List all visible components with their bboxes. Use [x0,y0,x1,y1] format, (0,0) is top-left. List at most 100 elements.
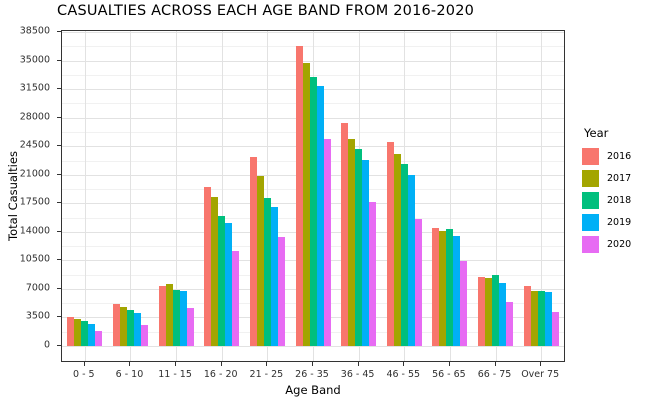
bar [211,196,219,346]
x-tick-mark [540,362,542,366]
legend-item: 2016 [582,148,631,165]
bar [249,156,257,346]
x-tick-mark [83,362,85,366]
legend-item: 2019 [582,214,631,231]
bar [81,320,89,346]
x-tick-label: 66 - 75 [477,369,512,380]
y-tick-label: 24500 [19,139,50,151]
y-tick-mark [57,230,61,232]
x-tick-mark [357,362,359,366]
y-tick-label: 0 [43,339,50,351]
y-tick-mark [57,145,61,147]
bar [165,283,173,346]
y-tick-label: 14000 [19,225,50,237]
legend-swatch [582,148,599,165]
y-tick-mark [57,316,61,318]
x-tick-mark [175,362,177,366]
bar [460,261,468,346]
bar [386,142,394,346]
legend-swatch [582,192,599,209]
gridline-vertical [130,31,132,361]
bar [551,311,559,346]
gridline-vertical [176,31,178,361]
y-tick-label: 38500 [19,25,50,37]
y-tick-mark [57,287,61,289]
x-tick-mark [220,362,222,366]
bar [446,229,454,346]
legend-swatch [582,170,599,187]
y-tick-label: 35000 [19,54,50,66]
x-axis-title: Age Band [285,383,341,397]
legend-item-label: 2020 [607,239,632,250]
y-tick-mark [57,31,61,33]
y-tick-mark [57,59,61,61]
gridline-vertical [495,31,497,361]
bar [537,291,545,346]
bar [341,123,349,346]
bar [530,290,538,346]
bar [74,319,82,346]
x-tick-mark [494,362,496,366]
legend-items: 2016 2017 2018 2019 2020 [582,148,631,253]
x-tick-label: 46 - 55 [386,369,421,380]
bar [362,160,370,346]
bar [485,278,493,346]
bar [439,231,447,346]
gridline-vertical [449,31,451,361]
gridline-vertical [541,31,543,361]
bar [67,317,75,346]
legend-swatch [582,236,599,253]
bar [323,138,331,346]
bar [309,76,317,346]
chart-title: CASUALTIES ACROSS EACH AGE BAND FROM 201… [57,3,475,19]
bar [369,202,377,346]
legend-item-label: 2016 [607,151,632,162]
y-tick-label: 10500 [19,253,50,265]
x-tick-label: 11 - 15 [158,369,192,380]
x-tick-label: 21 - 25 [249,369,284,380]
y-tick-label: 31500 [19,82,50,94]
bar [453,235,461,346]
bar [232,251,240,346]
gridline-vertical [267,31,269,361]
bar [478,276,486,346]
bar [302,63,310,346]
bar [348,138,356,346]
legend-item: 2020 [582,236,631,253]
y-tick-mark [57,202,61,204]
x-tick-label: Over 75 [521,369,560,380]
bar [407,174,415,346]
bar [263,198,271,346]
x-tick-label: 36 - 45 [340,369,375,380]
bar [95,330,103,346]
x-tick-mark [312,362,313,366]
bar [225,222,233,346]
y-tick-label: 17500 [19,196,50,208]
bar [172,289,180,346]
x-tick-label: 26 - 35 [295,369,329,380]
gridline-vertical [221,31,223,361]
y-axis: 0 3500 7000 10500 14000 17500 21000 24500 28000 3… [0,26,61,360]
legend-item-label: 2017 [607,173,632,184]
plot-panel [61,30,565,362]
bar [432,227,440,346]
bar [186,307,194,346]
x-axis: 0 - 5 6 - 10 11 - 15 16 - 20 21 - 25 26 - 35 3… [61,362,563,384]
bar [499,283,507,346]
legend: Year 2016 2017 2018 2019 2020 [582,126,631,258]
x-tick-label: 16 - 20 [203,369,238,380]
x-tick-mark [448,362,450,366]
bar [158,286,166,346]
bar [544,292,552,346]
y-tick-mark [57,259,61,261]
bar [88,323,96,346]
bar [112,304,120,346]
bar [400,164,408,346]
legend-swatch [582,214,599,231]
bar [277,236,285,346]
y-tick-label: 21000 [19,168,50,180]
x-tick-label: 6 - 10 [115,369,144,380]
bar [119,306,127,346]
bar [355,148,363,346]
y-tick-mark [57,173,61,175]
